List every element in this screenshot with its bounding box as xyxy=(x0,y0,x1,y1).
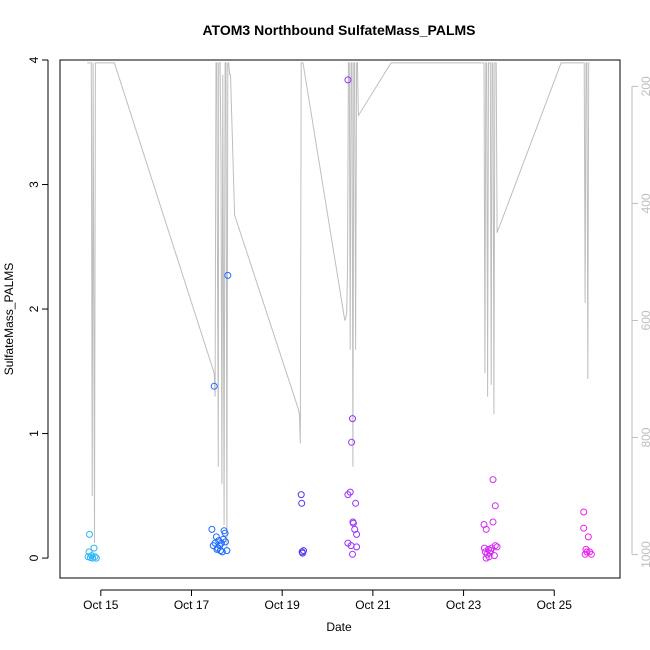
data-point xyxy=(491,502,499,510)
data-point xyxy=(90,544,98,552)
data-point xyxy=(352,499,360,507)
right-tick-label: 200 xyxy=(639,76,650,96)
data-point xyxy=(491,542,499,550)
data-point xyxy=(208,525,216,533)
data-point xyxy=(584,533,592,541)
right-tick-label: 600 xyxy=(639,310,650,330)
data-point xyxy=(298,499,306,507)
y-tick-label: 3 xyxy=(27,181,41,188)
plot-area xyxy=(59,59,621,579)
x-tick-label: Oct 19 xyxy=(265,598,301,612)
plot-frame xyxy=(59,59,621,579)
data-point xyxy=(221,529,229,537)
data-point xyxy=(353,543,361,551)
data-point xyxy=(349,550,356,558)
x-tick-label: Oct 15 xyxy=(83,598,119,612)
data-point xyxy=(348,438,356,446)
x-axis: Oct 15 Oct 17 Oct 19 Oct 21 Oct 23 Oct 25 xyxy=(83,589,573,612)
data-point xyxy=(490,552,498,560)
data-point xyxy=(210,382,218,390)
data-points-layer xyxy=(84,76,595,562)
x-tick-label: Oct 23 xyxy=(446,598,482,612)
y-axis-label: SulfateMass_PALMS xyxy=(2,263,16,376)
data-point xyxy=(89,554,97,562)
data-point xyxy=(223,547,231,555)
x-tick-label: Oct 17 xyxy=(174,598,210,612)
x-axis-label: Date xyxy=(326,620,352,634)
data-point xyxy=(353,530,361,538)
data-point xyxy=(86,530,93,538)
data-point xyxy=(580,524,588,532)
data-point xyxy=(213,545,221,553)
y-axis: 0 1 2 3 4 xyxy=(27,56,49,561)
data-point xyxy=(297,491,305,499)
data-point xyxy=(298,548,306,556)
pressure-line xyxy=(87,62,590,549)
right-tick-label: 1000 xyxy=(639,541,650,568)
right-tick-label: 800 xyxy=(639,427,650,447)
y-tick-label: 2 xyxy=(27,305,41,312)
data-point xyxy=(346,488,354,496)
x-tick-label: Oct 21 xyxy=(355,598,391,612)
y-tick-label: 0 xyxy=(27,554,41,561)
data-point xyxy=(480,544,488,552)
data-point xyxy=(489,476,497,484)
data-point xyxy=(344,76,352,84)
pressure-line-layer xyxy=(87,62,590,549)
y-tick-label: 1 xyxy=(27,430,41,437)
data-point xyxy=(349,415,356,423)
right-pressure-axis: 200 400 600 800 1000 xyxy=(631,76,650,568)
data-point xyxy=(487,547,495,555)
x-tick-label: Oct 25 xyxy=(537,598,573,612)
data-point xyxy=(580,508,588,516)
data-point xyxy=(217,539,225,547)
data-point xyxy=(489,518,497,526)
y-tick-label: 4 xyxy=(27,56,41,63)
data-point xyxy=(482,554,490,562)
data-point xyxy=(493,543,501,551)
right-tick-label: 400 xyxy=(639,193,650,213)
data-point xyxy=(224,271,232,279)
data-point xyxy=(222,538,229,546)
data-point xyxy=(482,525,490,533)
data-point xyxy=(583,548,591,556)
chart-title: ATOM3 Northbound SulfateMass_PALMS xyxy=(202,22,475,38)
